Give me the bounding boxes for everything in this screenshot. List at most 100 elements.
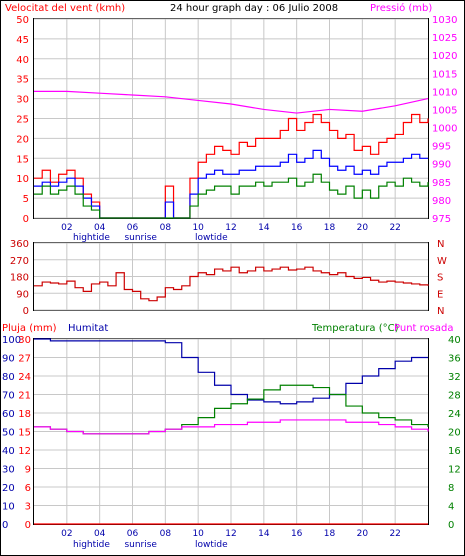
event-marker-label: hightide	[73, 233, 110, 243]
rain-y-tick-label: 3	[25, 502, 31, 513]
pressure-y-tick-label: 985	[432, 178, 451, 189]
data-series	[34, 90, 429, 525]
temperature-y-tick-label: 20	[448, 428, 461, 439]
time-tick-label: 20	[357, 529, 369, 539]
wind-panel-grid	[34, 18, 428, 219]
rain-y-tick-label: 9	[25, 465, 31, 476]
temperature-y-tick-label: 24	[448, 409, 461, 420]
rain-y-tick-label: 6	[25, 483, 31, 494]
wind-y-tick-label: 40	[16, 55, 29, 66]
wind-y-tick-label: 15	[16, 154, 29, 165]
rain-y-tick-label: 24	[18, 372, 31, 383]
time-tick-label: 12	[225, 529, 236, 539]
time-tick-label: 02	[61, 529, 72, 539]
compass-label: S	[437, 273, 443, 284]
humidity-y-tick-label: 20	[2, 483, 15, 494]
event-marker-label: lowtide	[195, 540, 228, 550]
wind-gust-series-line	[34, 149, 428, 219]
legend-pluja: Pluja (mm)	[2, 323, 57, 334]
wind-speed-series-line	[34, 113, 429, 219]
legend-punt-rosada: Punt rosada	[394, 323, 453, 334]
event-marker-label: hightide	[73, 540, 110, 550]
compass-label: N	[437, 306, 444, 317]
wind-y-tick-label: 20	[16, 134, 29, 145]
time-tick-label: 14	[258, 529, 270, 539]
time-tick-label: 16	[291, 529, 303, 539]
wind-y-tick-label: 5	[23, 194, 29, 205]
pressure-y-tick-label: 1025	[432, 33, 457, 44]
wind-average-series-line	[34, 173, 429, 219]
humidity-y-tick-label: 100	[2, 335, 21, 346]
time-tick-label: 16	[291, 223, 303, 233]
event-marker-label: sunrise	[124, 540, 157, 550]
legend-temperatura: Temperatura (°C)	[311, 323, 399, 334]
dew-point-series-line	[34, 419, 429, 435]
pressure-y-tick-label: 1020	[432, 51, 457, 62]
time-tick-label: 20	[357, 223, 369, 233]
temperature-y-tick-label: 28	[448, 391, 461, 402]
wind-speed-title: Velocitat del vent (kmh)	[5, 3, 125, 14]
pressure-y-tick-label: 995	[432, 142, 451, 153]
humidity-y-tick-label: 0	[2, 520, 8, 531]
legend-humitat: Humitat	[68, 323, 108, 334]
rain-y-tick-label: 15	[18, 428, 31, 439]
temperature-y-tick-label: 40	[448, 335, 461, 346]
humidity-y-tick-label: 70	[2, 391, 15, 402]
humidity-y-tick-label: 10	[2, 502, 15, 513]
humidity-y-tick-label: 30	[2, 465, 15, 476]
pressure-y-tick-label: 1000	[432, 124, 457, 135]
compass-label: E	[437, 289, 443, 300]
temperature-y-tick-label: 0	[448, 520, 454, 531]
direction-panel-grid	[34, 242, 428, 311]
humidity-y-tick-label: 50	[2, 428, 15, 439]
time-tick-label: 10	[192, 223, 204, 233]
direction-y-tick-label: 180	[10, 273, 29, 284]
wind-y-tick-label: 35	[16, 75, 29, 86]
temperature-y-tick-label: 12	[448, 465, 461, 476]
humidity-series-line	[34, 338, 428, 405]
humidity-y-tick-label: 60	[2, 409, 15, 420]
time-tick-label: 02	[61, 223, 72, 233]
wind-direction-series-line	[34, 266, 429, 302]
rain-y-tick-label: 30	[18, 335, 31, 346]
time-tick-label: 22	[389, 529, 400, 539]
pressure-y-tick-label: 980	[432, 196, 451, 207]
rain-y-tick-label: 12	[18, 446, 31, 457]
pressure-series-line	[34, 90, 429, 114]
rain-y-tick-label: 27	[18, 354, 31, 365]
time-tick-label: 08	[160, 223, 172, 233]
humidity-y-tick-label: 40	[2, 446, 15, 457]
humidity-y-tick-label: 90	[2, 354, 15, 365]
time-tick-label: 04	[94, 223, 106, 233]
pressure-y-tick-label: 1005	[432, 105, 457, 116]
pressure-y-tick-label: 990	[432, 160, 451, 171]
time-tick-label: 04	[94, 529, 106, 539]
time-tick-label: 06	[127, 223, 139, 233]
rain-y-tick-label: 18	[18, 409, 31, 420]
wind-y-tick-label: 50	[16, 15, 29, 26]
time-tick-label: 22	[389, 223, 400, 233]
pressure-y-tick-label: 1030	[432, 15, 457, 26]
wind-y-tick-label: 45	[16, 35, 29, 46]
temperature-y-tick-label: 36	[448, 354, 461, 365]
rain-y-tick-label: 21	[18, 391, 31, 402]
pressure-title: Pressió (mb)	[370, 2, 432, 14]
pressure-y-tick-label: 1015	[432, 69, 457, 80]
time-tick-label: 18	[324, 223, 336, 233]
humidity-y-tick-label: 80	[2, 372, 15, 383]
wind-y-tick-label: 25	[16, 115, 29, 126]
direction-y-tick-label: 270	[10, 256, 29, 267]
time-tick-label: 06	[127, 529, 139, 539]
rain-y-tick-label: 0	[25, 520, 31, 531]
event-marker-label: sunrise	[124, 233, 157, 243]
pressure-y-tick-label: 1010	[432, 87, 457, 98]
pressure-y-tick-label: 975	[432, 214, 451, 225]
axis-labels: 0510152025303540455097598098599099510001…	[2, 15, 461, 550]
time-tick-label: 12	[225, 223, 236, 233]
wind-y-tick-label: 0	[23, 214, 29, 225]
direction-y-tick-label: 90	[16, 289, 29, 300]
direction-y-tick-label: 0	[23, 306, 29, 317]
graph-date-title: 24 hour graph day : 06 Julio 2008	[170, 3, 338, 14]
